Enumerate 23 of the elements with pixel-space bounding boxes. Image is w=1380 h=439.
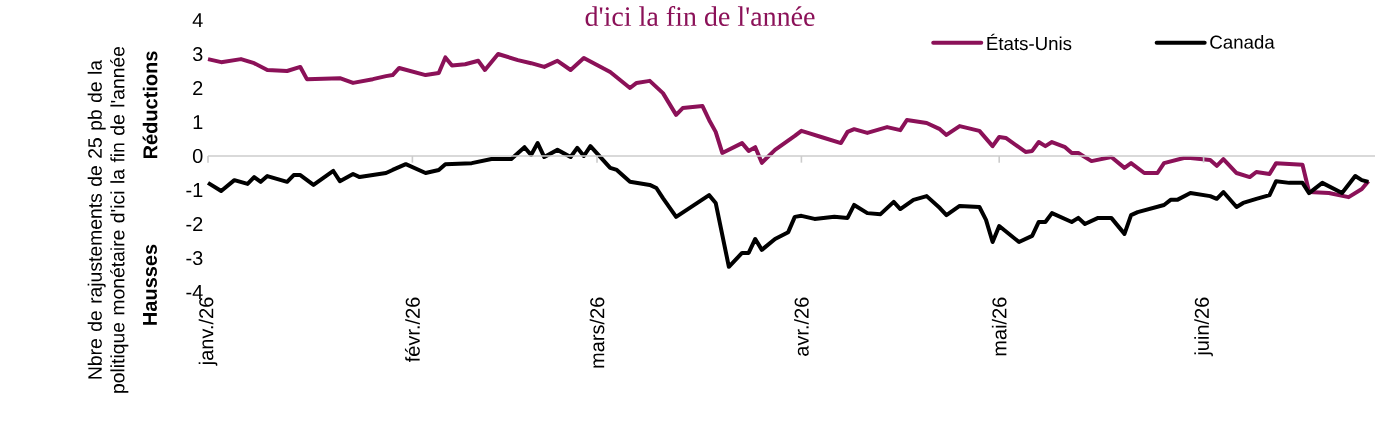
- x-tick-label: mai/26: [991, 297, 1007, 356]
- y-tick-label: 0: [192, 148, 203, 164]
- text: Réductions: [142, 51, 158, 159]
- x-tick-label: janv./26: [198, 297, 218, 366]
- x-tick-label: févr./26: [404, 297, 420, 363]
- line-series: [206, 141, 1371, 269]
- y-tick-label: -1: [186, 183, 203, 197]
- y-tick-label: 3: [192, 46, 203, 62]
- y-tick-label: 1: [193, 115, 203, 129]
- legend-label: Canada: [1210, 35, 1275, 49]
- x-tick-label: avr./26: [794, 297, 809, 356]
- y-tick-label: -3: [186, 250, 203, 266]
- y-tick-label: 2: [193, 81, 203, 95]
- x-tick-label: mars/26: [589, 297, 605, 368]
- chart-title: d'ici la fin de l'année: [585, 6, 815, 27]
- x-tick-label: juin/26: [1194, 297, 1213, 357]
- text: Hausses: [143, 244, 157, 325]
- line-series: [206, 52, 1371, 200]
- y-axis-title: Nbre de rajustements de 25 pb de la politique monétaire d'ici la fin de l'année: [87, 46, 129, 393]
- y-tick-label: -2: [186, 217, 203, 231]
- y-tick-label: 4: [192, 13, 203, 27]
- legend-label: États-Unis: [987, 33, 1072, 51]
- y-tick-label: -4: [186, 285, 203, 299]
